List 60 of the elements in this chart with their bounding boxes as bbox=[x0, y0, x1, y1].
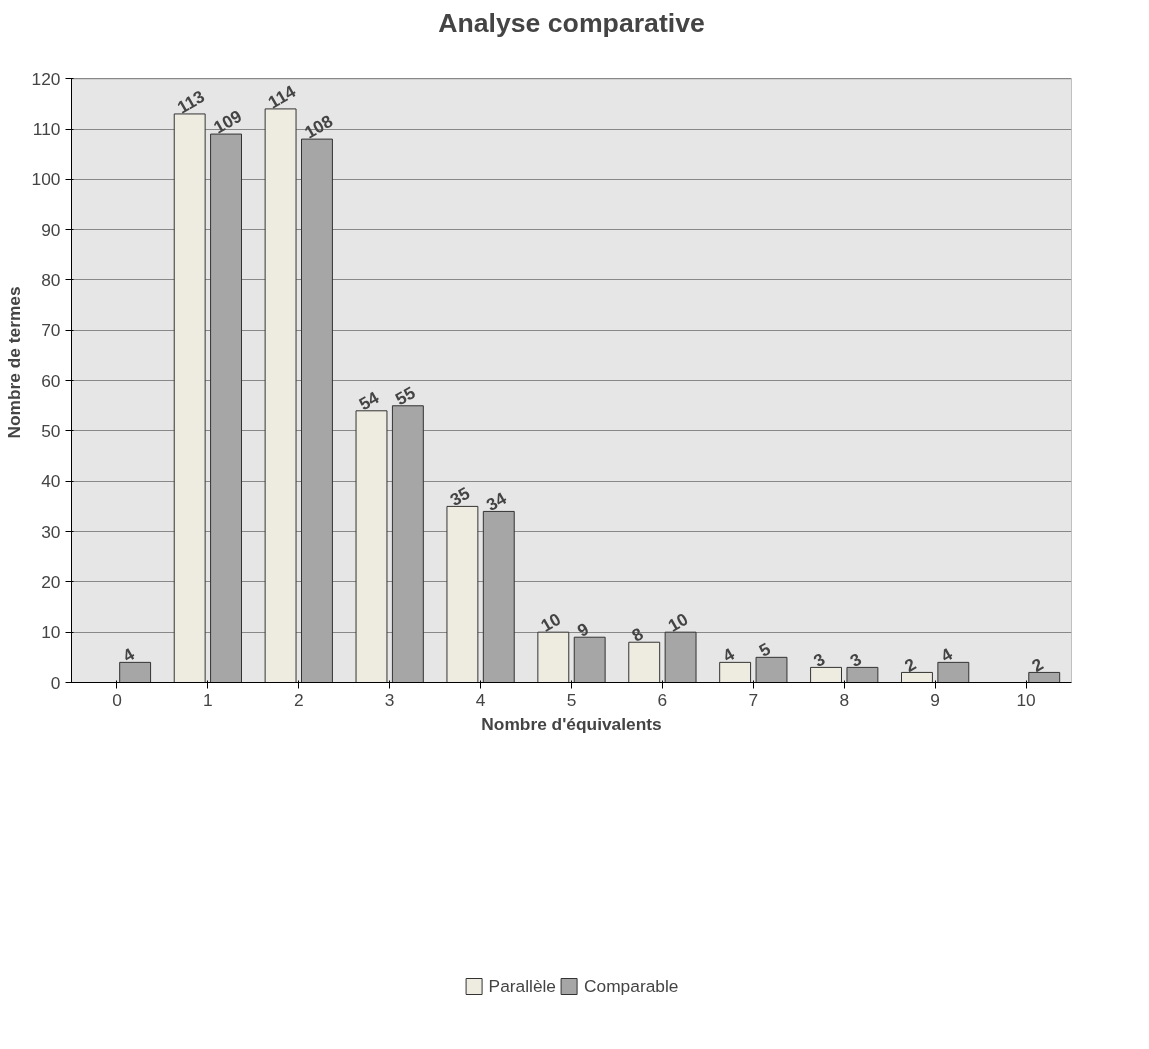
y-tick-label: 50 bbox=[41, 420, 61, 441]
x-tick-label: 7 bbox=[748, 689, 759, 710]
data-label: 54 bbox=[355, 387, 383, 415]
x-tick-label: 3 bbox=[384, 689, 395, 710]
y-tick-label: 110 bbox=[32, 119, 61, 140]
y-tick-label: 120 bbox=[31, 68, 61, 89]
bar bbox=[391, 405, 424, 683]
data-label: 114 bbox=[264, 80, 300, 113]
data-label: 2 bbox=[901, 653, 920, 676]
legend-label: Comparable bbox=[584, 975, 679, 997]
data-label: 113 bbox=[173, 85, 209, 118]
y-axis-title: Nombre de termes bbox=[3, 286, 24, 439]
y-tick-label: 30 bbox=[41, 521, 61, 542]
data-label: 3 bbox=[810, 648, 829, 671]
data-label: 4 bbox=[937, 643, 956, 666]
x-tick-label: 6 bbox=[657, 689, 668, 710]
data-label: 55 bbox=[391, 382, 419, 410]
data-label: 2 bbox=[1028, 653, 1047, 676]
x-tick-label: 1 bbox=[203, 689, 213, 710]
bar bbox=[573, 636, 606, 683]
y-tick-label: 60 bbox=[41, 370, 61, 391]
x-tick-label: 4 bbox=[475, 689, 486, 710]
y-tick-label: 0 bbox=[50, 672, 61, 693]
data-label: 4 bbox=[719, 643, 738, 666]
x-tick-label: 10 bbox=[1016, 689, 1036, 710]
legend-label: Parallèle bbox=[488, 975, 557, 997]
bar bbox=[664, 631, 697, 683]
data-label: 108 bbox=[301, 110, 337, 143]
x-tick-label: 9 bbox=[930, 689, 940, 710]
bar bbox=[755, 656, 788, 683]
bar bbox=[937, 661, 970, 683]
bar bbox=[210, 133, 242, 683]
bar bbox=[1028, 671, 1061, 683]
data-label: 8 bbox=[628, 623, 647, 646]
y-tick-label: 20 bbox=[41, 571, 61, 592]
y-tick-label: 80 bbox=[41, 269, 61, 290]
x-tick-label: 2 bbox=[293, 689, 304, 710]
x-tick-label: 0 bbox=[112, 689, 122, 710]
data-label: 34 bbox=[482, 487, 510, 515]
x-tick-label: 8 bbox=[839, 689, 850, 710]
y-tick-label: 40 bbox=[41, 471, 61, 492]
data-label: 35 bbox=[446, 482, 474, 510]
data-label: 3 bbox=[846, 648, 866, 671]
x-tick-label: 5 bbox=[566, 689, 577, 710]
x-axis-title: Nombre d'équivalents bbox=[481, 713, 662, 734]
data-label: 5 bbox=[755, 638, 775, 661]
data-label: 4 bbox=[119, 643, 138, 666]
y-tick-label: 100 bbox=[31, 169, 61, 190]
data-label: 9 bbox=[573, 618, 593, 641]
y-tick-label: 10 bbox=[41, 622, 61, 643]
bar bbox=[301, 138, 333, 683]
bar bbox=[119, 661, 152, 683]
data-label: 109 bbox=[210, 105, 246, 138]
chart-title: Analyse comparative bbox=[438, 7, 705, 38]
data-label: 10 bbox=[664, 608, 692, 636]
data-label: 10 bbox=[537, 608, 565, 636]
y-tick-label: 70 bbox=[41, 320, 61, 341]
bar bbox=[846, 666, 879, 683]
y-tick-label: 90 bbox=[41, 219, 61, 240]
bar bbox=[482, 510, 515, 683]
